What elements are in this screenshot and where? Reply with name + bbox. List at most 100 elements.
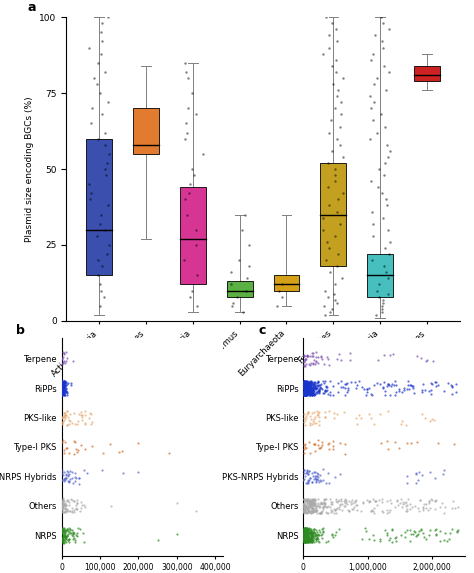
Point <box>304 384 312 393</box>
Point <box>383 140 391 150</box>
Point <box>398 387 405 397</box>
Point <box>59 378 66 387</box>
Point <box>310 414 318 423</box>
Point <box>304 527 312 536</box>
Point <box>115 447 123 456</box>
Point <box>325 444 333 453</box>
Point <box>306 378 313 387</box>
Point <box>338 274 346 283</box>
Point <box>309 495 316 504</box>
Point <box>318 384 325 394</box>
Point <box>59 384 66 393</box>
Point <box>78 413 86 422</box>
Point <box>431 504 439 513</box>
Point <box>68 506 76 515</box>
Point <box>385 535 393 544</box>
Point <box>301 537 309 547</box>
Point <box>308 377 315 386</box>
Point <box>380 351 387 360</box>
Point <box>423 503 430 512</box>
Point <box>432 524 440 533</box>
Point <box>352 413 360 422</box>
Point <box>306 384 314 393</box>
Point <box>328 500 336 509</box>
Point <box>302 354 310 363</box>
Point <box>301 499 308 508</box>
Point <box>308 533 315 542</box>
Point <box>384 225 392 234</box>
Point <box>328 498 336 507</box>
Point <box>305 528 313 537</box>
Point <box>392 537 400 546</box>
Point <box>310 497 318 506</box>
Point <box>300 469 308 478</box>
Point <box>448 389 456 398</box>
Point <box>74 446 82 455</box>
Point <box>408 381 415 390</box>
Point <box>306 351 313 360</box>
Point <box>301 379 308 388</box>
Point <box>412 531 419 540</box>
Point <box>310 381 318 390</box>
Point <box>319 465 327 474</box>
Point <box>321 286 329 295</box>
Point <box>96 89 103 98</box>
Point <box>417 496 424 505</box>
Point <box>70 532 77 541</box>
Point <box>301 382 309 391</box>
Point <box>60 529 67 539</box>
Point <box>301 535 308 544</box>
Point <box>301 526 308 535</box>
Point <box>383 508 391 517</box>
Point <box>337 376 345 386</box>
Point <box>302 411 310 421</box>
Point <box>307 496 314 505</box>
Point <box>303 530 310 539</box>
Point <box>301 503 309 512</box>
Point <box>301 537 308 547</box>
Point <box>301 530 308 539</box>
Point <box>354 501 361 510</box>
Point <box>80 501 88 510</box>
Point <box>319 388 327 398</box>
Point <box>302 388 310 397</box>
Point <box>313 472 320 481</box>
Point <box>409 502 416 511</box>
Point <box>304 382 312 391</box>
Point <box>301 390 309 399</box>
Point <box>301 354 309 363</box>
Point <box>93 80 101 89</box>
Point <box>300 390 307 399</box>
Point <box>323 503 331 512</box>
Point <box>302 381 310 390</box>
Point <box>393 496 401 505</box>
Point <box>62 410 70 419</box>
Point <box>317 380 325 389</box>
Point <box>301 383 309 392</box>
Point <box>374 355 382 364</box>
Point <box>331 231 339 241</box>
Point <box>306 535 314 544</box>
Point <box>64 531 71 540</box>
Point <box>301 386 309 395</box>
Point <box>300 500 308 509</box>
Point <box>300 388 308 397</box>
Point <box>301 391 309 400</box>
Point <box>427 386 435 395</box>
Point <box>303 527 310 536</box>
Point <box>58 385 66 394</box>
Point <box>309 531 316 540</box>
Point <box>333 262 340 271</box>
Point <box>412 469 419 478</box>
Point <box>313 388 320 397</box>
Point <box>312 476 320 485</box>
Point <box>383 382 391 391</box>
Point <box>64 420 71 429</box>
Point <box>386 146 394 155</box>
Point <box>427 390 435 399</box>
Point <box>99 262 106 271</box>
Point <box>301 386 309 395</box>
Point <box>419 388 426 397</box>
Point <box>62 378 69 387</box>
Point <box>58 386 66 395</box>
